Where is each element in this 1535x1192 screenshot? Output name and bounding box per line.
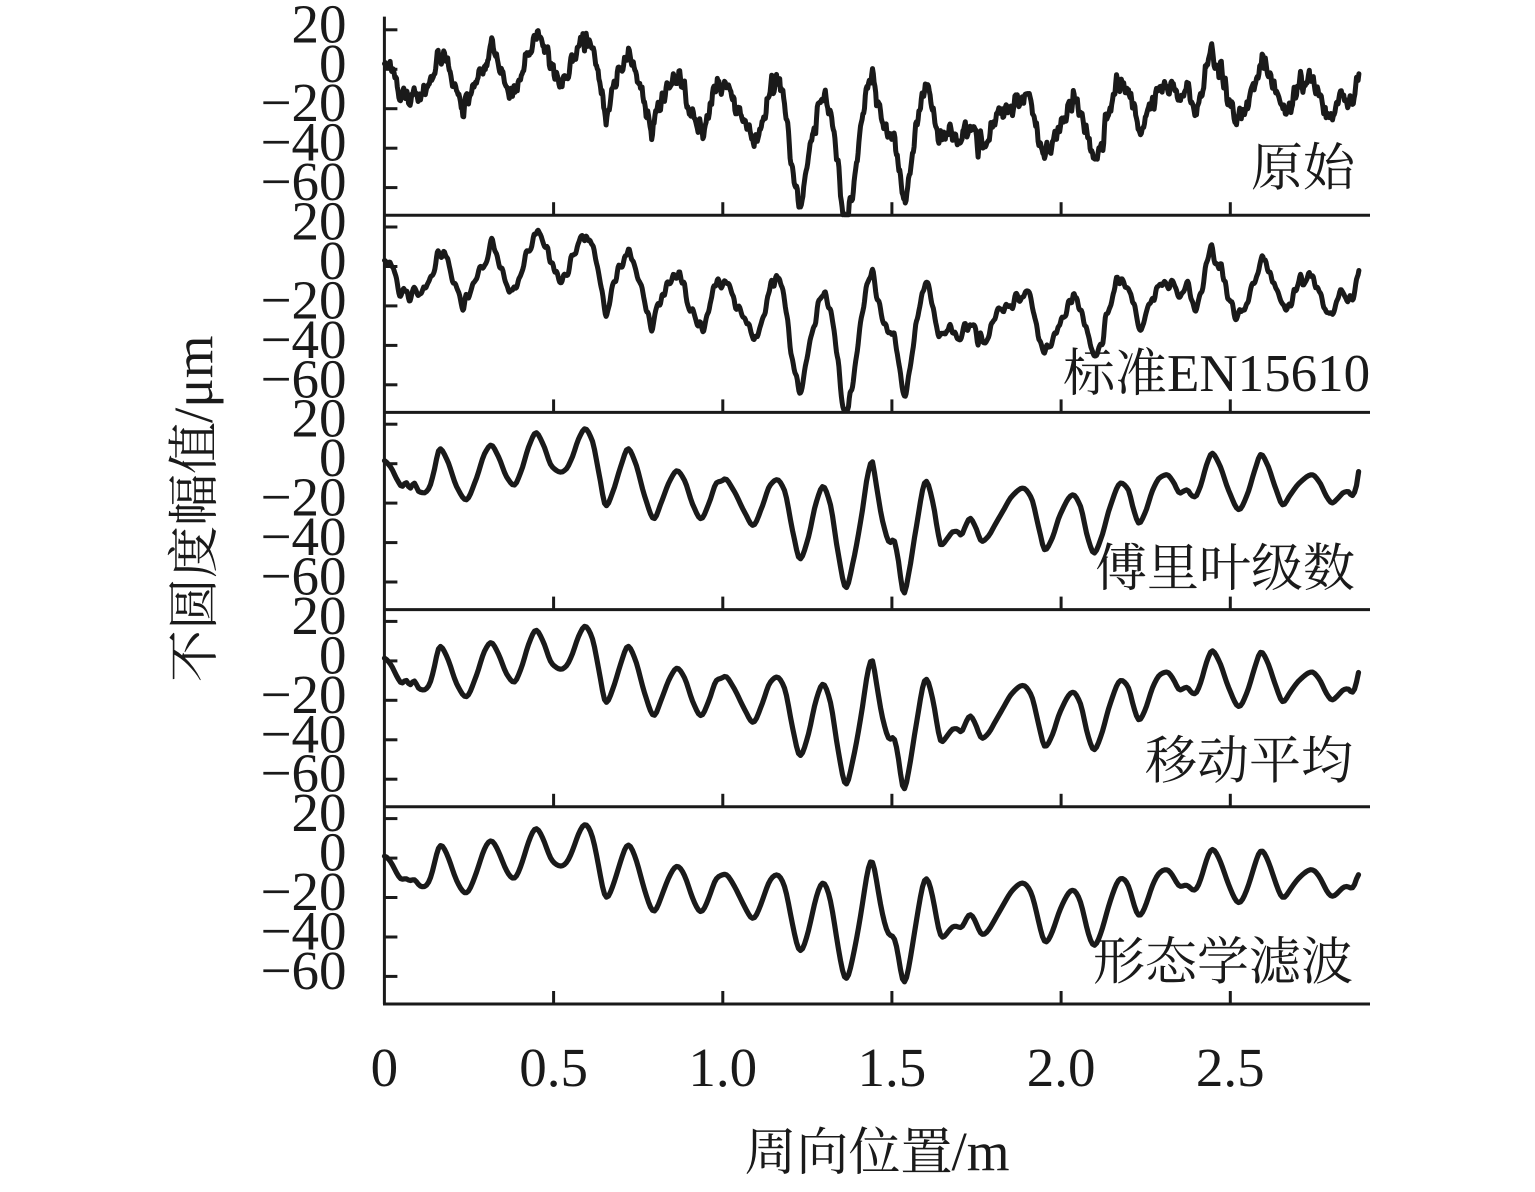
svg-text:1.5: 1.5 (858, 1037, 927, 1098)
svg-text:−20: −20 (260, 664, 346, 725)
svg-text:/μm: /μm (163, 335, 224, 423)
svg-text:20: 20 (292, 585, 347, 646)
svg-text:−20: −20 (260, 467, 346, 528)
svg-text:−60: −60 (260, 546, 346, 607)
svg-text:−60: −60 (260, 940, 346, 1001)
svg-text:20: 20 (292, 388, 347, 449)
svg-text:−40: −40 (260, 703, 346, 764)
svg-text:2.5: 2.5 (1196, 1037, 1265, 1098)
svg-text:0.5: 0.5 (519, 1037, 588, 1098)
svg-text:−40: −40 (260, 309, 346, 370)
svg-text:0: 0 (319, 624, 347, 685)
svg-text:EN15610: EN15610 (1167, 345, 1370, 403)
svg-text:−40: −40 (260, 901, 346, 962)
svg-text:−60: −60 (260, 348, 346, 409)
svg-text:−20: −20 (260, 269, 346, 330)
svg-text:0: 0 (319, 230, 347, 291)
svg-text:1.0: 1.0 (688, 1037, 757, 1098)
svg-text:−60: −60 (260, 151, 346, 212)
svg-text:20: 20 (292, 782, 347, 843)
svg-text:−20: −20 (260, 72, 346, 133)
svg-text:−20: −20 (260, 861, 346, 922)
svg-text:0: 0 (319, 822, 347, 883)
svg-text:0: 0 (371, 1037, 399, 1098)
svg-text:−40: −40 (260, 506, 346, 567)
svg-text:20: 20 (292, 0, 347, 54)
svg-text:/m: /m (952, 1121, 1010, 1182)
svg-text:0: 0 (319, 33, 347, 94)
svg-text:0: 0 (319, 427, 347, 488)
svg-text:2.0: 2.0 (1027, 1037, 1096, 1098)
svg-text:20: 20 (292, 191, 347, 252)
svg-text:−40: −40 (260, 112, 346, 173)
svg-text:−60: −60 (260, 743, 346, 804)
